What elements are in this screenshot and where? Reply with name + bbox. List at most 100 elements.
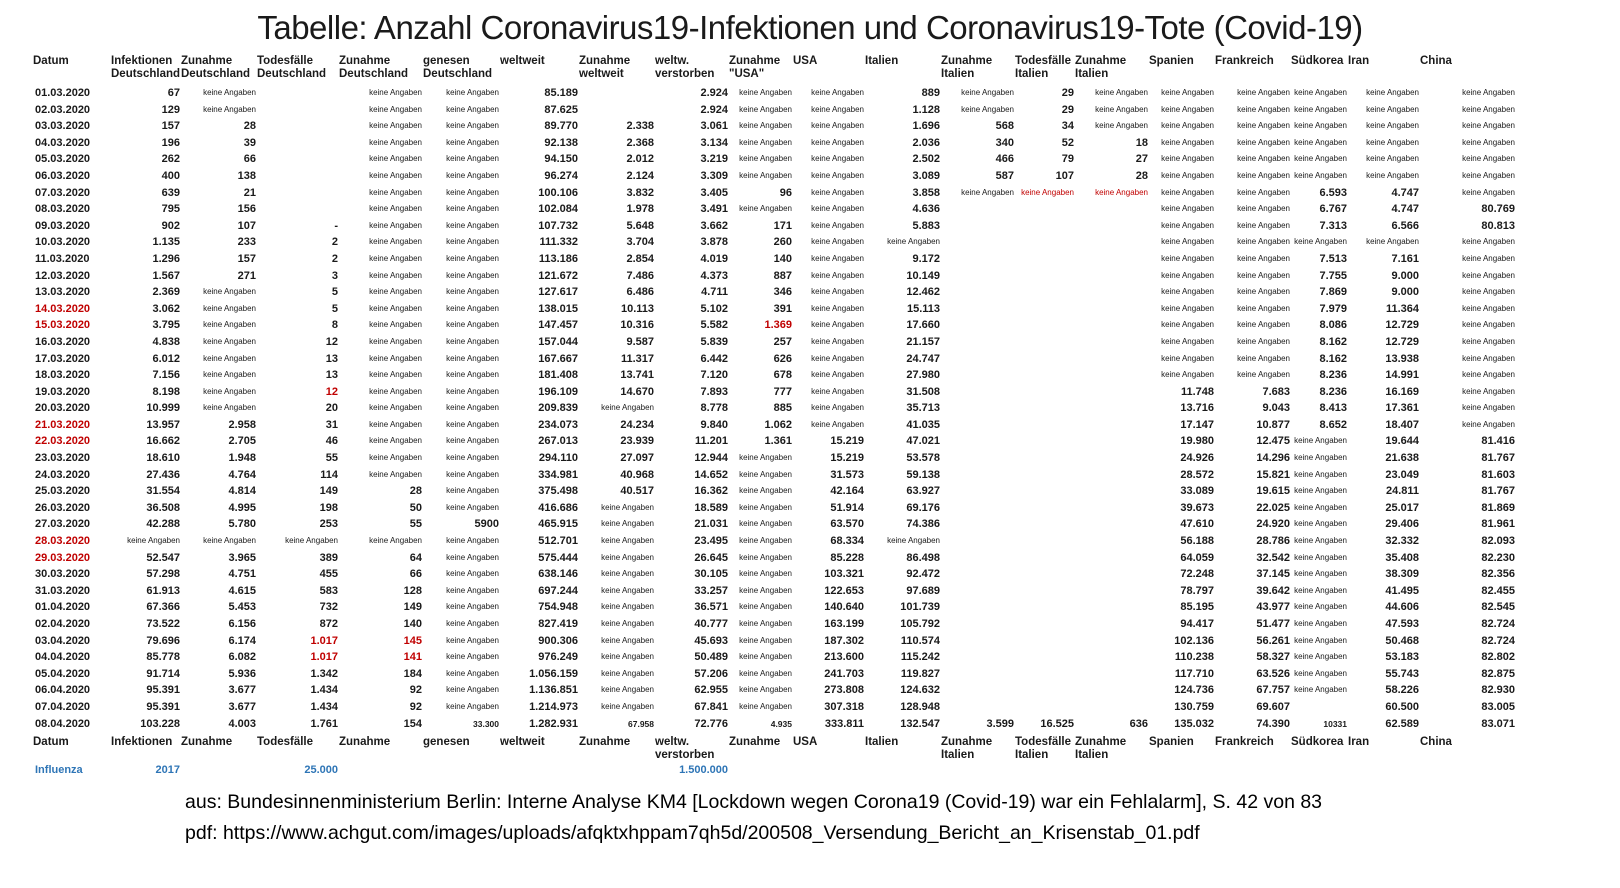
table-cell: [1075, 450, 1149, 467]
table-cell: keine Angaben: [369, 419, 422, 429]
table-cell: 53.578: [906, 452, 940, 465]
table-cell: 5900: [474, 518, 499, 531]
table-cell: 12: [325, 385, 338, 398]
table-cell: [1149, 762, 1215, 779]
column-header: Zunahme "USA": [729, 55, 781, 80]
table-cell: keine Angaben: [446, 602, 499, 612]
column-header: Zunahme Deutschland: [339, 55, 409, 80]
date-cell: 27.03.2020: [35, 518, 91, 531]
table-cell: 11.201: [694, 435, 728, 448]
table-row: 06.03.2020 400 138 keine Angaben keine Angab…: [33, 168, 1516, 185]
table-cell: 639: [161, 186, 180, 199]
table-header: Datum Infektionen Deutschland Zunahme Deuts…: [33, 55, 1516, 85]
table-cell: 138: [237, 169, 256, 182]
table-cell: keine Angaben: [446, 220, 499, 230]
table-cell: 25.017: [1385, 501, 1419, 514]
table-cell: 262: [161, 153, 180, 166]
table-cell: 4.838: [152, 335, 180, 348]
table-cell: keine Angaben: [1462, 353, 1515, 363]
column-header: China: [1420, 736, 1452, 749]
table-cell: 1.978: [626, 203, 654, 216]
table-cell: [941, 301, 1015, 318]
table-cell: 24.811: [1385, 485, 1419, 498]
table-cell: 102.084: [538, 203, 578, 216]
table-cell: keine Angaben: [446, 552, 499, 562]
table-cell: 1.062: [764, 418, 792, 431]
table-cell: 976.249: [538, 651, 578, 664]
source-line-2: pdf: https://www.achgut.com/images/uploa…: [185, 822, 1200, 845]
date-cell: 28.03.2020: [35, 535, 91, 548]
table-cell: keine Angaben: [203, 303, 256, 313]
table-cell: [941, 682, 1015, 699]
date-cell: 25.03.2020: [35, 485, 91, 498]
table-cell: 86.498: [906, 551, 940, 564]
influenza-row: Influenza 2017 25.000 1.500.000: [33, 762, 1516, 779]
table-cell: 3.491: [700, 203, 728, 216]
table-row: 14.03.2020 3.062 keine Angaben 5 keine Angab…: [33, 301, 1516, 318]
table-body: 01.03.2020 67 keine Angaben keine Angaben ke…: [33, 85, 1516, 779]
table-cell: 82.724: [1481, 618, 1515, 630]
table-cell: keine Angaben: [1161, 154, 1214, 164]
table-cell: keine Angaben: [369, 453, 422, 463]
table-cell: keine Angaben: [446, 287, 499, 297]
table-cell: 12.944: [694, 452, 728, 465]
table-cell: 1.214.973: [529, 700, 578, 713]
table-cell: 2.338: [626, 120, 654, 133]
table-cell: 40.777: [694, 618, 728, 630]
table-cell: keine Angaben: [369, 88, 422, 97]
table-cell: keine Angaben: [369, 253, 422, 263]
table-cell: keine Angaben: [811, 137, 864, 147]
column-header: Spanien: [1149, 55, 1194, 67]
table-cell: 754.948: [538, 601, 578, 614]
table-cell: [1075, 433, 1149, 450]
table-cell: 12.729: [1385, 335, 1419, 348]
date-cell: 15.03.2020: [35, 319, 91, 332]
table-cell: 163.199: [824, 618, 864, 630]
table-cell: 80.813: [1481, 219, 1515, 232]
table-cell: 12.462: [906, 286, 940, 299]
table-cell: keine Angaben: [446, 419, 499, 429]
table-cell: 28: [409, 485, 422, 498]
table-cell: 50.468: [1385, 634, 1419, 647]
table-cell: [941, 550, 1015, 567]
table-cell: [257, 102, 339, 119]
table-cell: [941, 417, 1015, 434]
table-cell: 196.109: [538, 385, 578, 398]
table-cell: 2.369: [152, 286, 180, 299]
table-cell: keine Angaben: [739, 453, 792, 463]
table-cell: keine Angaben: [1161, 88, 1214, 97]
table-cell: 43.977: [1256, 601, 1290, 614]
table-cell: 92: [409, 684, 422, 697]
table-cell: 198: [319, 501, 338, 514]
table-cell: 8: [331, 319, 338, 332]
table-cell: 583: [319, 584, 338, 597]
table-row: 06.04.2020 95.391 3.677 1.434 92 keine Angabe…: [33, 682, 1516, 699]
table-cell: [1015, 351, 1075, 368]
table-cell: 31.573: [830, 468, 864, 481]
table-cell: 37.145: [1256, 568, 1290, 581]
table-cell: [1015, 450, 1075, 467]
table-cell: 107: [1055, 169, 1074, 182]
column-header: weltw. verstorben: [655, 736, 715, 762]
table-cell: 21.157: [906, 335, 940, 348]
column-header: Todesfälle Deutschland: [257, 55, 327, 80]
table-cell: keine Angaben: [601, 403, 654, 413]
table-cell: 334.981: [538, 468, 578, 481]
table-cell: keine Angaben: [1462, 336, 1515, 346]
source-line-1: aus: Bundesinnenministerium Berlin: Inte…: [185, 791, 1323, 814]
table-cell: 636: [1129, 717, 1148, 730]
table-cell: 56.188: [1180, 535, 1214, 548]
table-cell: keine Angaben: [1161, 320, 1214, 330]
table-cell: keine Angaben: [1161, 137, 1214, 147]
table-cell: 50: [409, 501, 422, 514]
table-cell: 4.373: [700, 269, 728, 282]
column-header: genesen Deutschland: [423, 55, 493, 80]
table-cell: 81.767: [1481, 452, 1515, 465]
column-header: Iran: [1348, 736, 1370, 749]
table-cell: 4.995: [228, 501, 256, 514]
table-row: 23.03.2020 18.610 1.948 55 keine Angaben kein…: [33, 450, 1516, 467]
table-cell: keine Angaben: [1462, 121, 1515, 131]
table-cell: [1015, 762, 1075, 779]
table-cell: 130.759: [1174, 700, 1214, 713]
table-cell: 67.757: [1256, 684, 1290, 697]
